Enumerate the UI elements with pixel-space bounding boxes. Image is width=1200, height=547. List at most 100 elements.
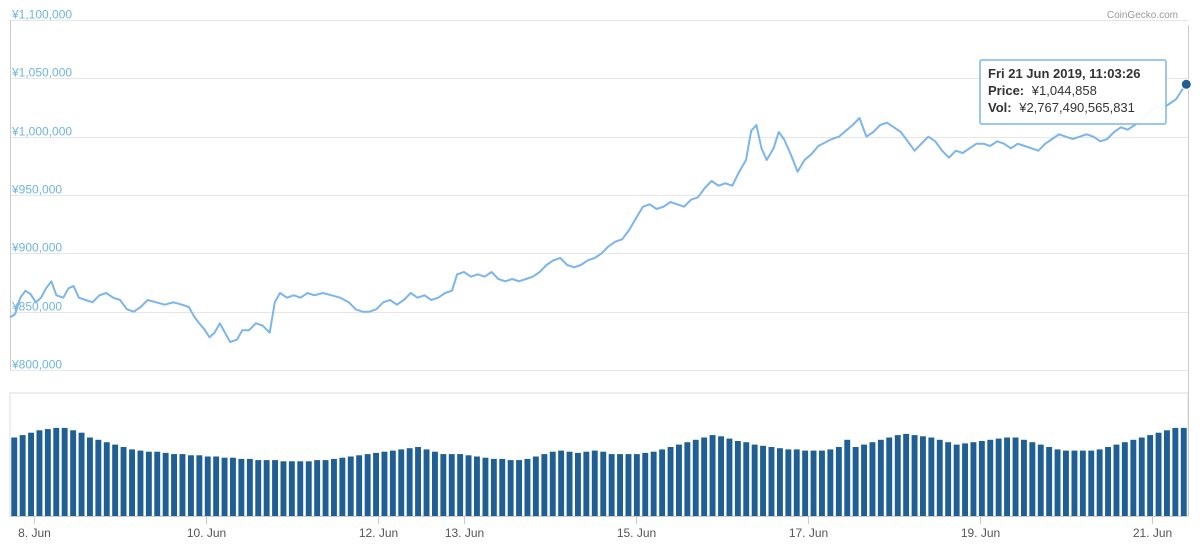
volume-bar[interactable] <box>120 447 127 516</box>
volume-bar[interactable] <box>129 449 135 516</box>
volume-bar[interactable] <box>28 432 34 516</box>
volume-bar[interactable] <box>347 456 354 517</box>
volume-bar[interactable] <box>978 441 985 516</box>
volume-bar[interactable] <box>1012 437 1019 517</box>
volume-bar[interactable] <box>507 460 514 516</box>
volume-bar[interactable] <box>726 438 733 516</box>
volume-bar[interactable] <box>490 458 497 516</box>
volume-bar[interactable] <box>760 445 766 516</box>
volume-bar[interactable] <box>356 455 363 516</box>
volume-bar[interactable] <box>751 444 758 516</box>
volume-bar[interactable] <box>280 461 287 516</box>
volume-bar[interactable] <box>810 450 817 517</box>
volume-bar[interactable] <box>903 433 910 516</box>
volume-bar[interactable] <box>145 451 152 516</box>
volume-bar[interactable] <box>188 455 194 516</box>
volume-bar[interactable] <box>676 444 682 516</box>
volume-bar[interactable] <box>474 456 480 517</box>
volume-bar[interactable] <box>777 448 783 516</box>
volume-bar[interactable] <box>1029 442 1036 516</box>
volume-bar[interactable] <box>970 442 977 516</box>
volume-bar[interactable] <box>1113 444 1120 516</box>
volume-bar[interactable] <box>339 457 346 516</box>
volume-bar[interactable] <box>373 452 379 516</box>
volume-bar[interactable] <box>499 458 506 516</box>
volume-bar[interactable] <box>827 449 834 516</box>
volume-bar[interactable] <box>608 454 615 516</box>
volume-bar[interactable] <box>196 455 203 516</box>
volume-bar[interactable] <box>558 450 565 517</box>
volume-bar[interactable] <box>162 452 169 516</box>
volume-bar[interactable] <box>894 435 901 516</box>
volume-bar[interactable] <box>423 449 430 516</box>
volume-bar[interactable] <box>945 442 952 516</box>
volume-bar[interactable] <box>962 443 968 516</box>
volume-bar[interactable] <box>154 451 161 516</box>
volume-bar[interactable] <box>204 456 211 517</box>
volume-bar[interactable] <box>844 439 851 516</box>
volume-bar[interactable] <box>1037 444 1044 516</box>
volume-bar[interactable] <box>575 452 581 516</box>
volume-bar[interactable] <box>566 451 573 516</box>
volume-bar[interactable] <box>802 450 809 517</box>
volume-bar[interactable] <box>852 447 859 516</box>
volume-bar[interactable] <box>650 451 657 516</box>
volume-bar[interactable] <box>53 427 60 516</box>
volume-bar[interactable] <box>785 449 792 516</box>
volume-bar[interactable] <box>314 460 321 516</box>
volume-bar[interactable] <box>19 435 26 516</box>
volume-bar[interactable] <box>44 429 51 516</box>
volume-bar[interactable] <box>95 439 102 516</box>
volume-bar[interactable] <box>179 454 186 516</box>
volume-bar[interactable] <box>877 439 884 516</box>
volume-bar[interactable] <box>524 458 531 516</box>
volume-bar[interactable] <box>1004 437 1010 517</box>
volume-bar[interactable] <box>305 461 312 516</box>
volume-bar[interactable] <box>381 451 388 516</box>
volume-bar[interactable] <box>819 450 825 517</box>
volume-bar[interactable] <box>768 447 775 516</box>
volume-bar[interactable] <box>432 451 438 516</box>
volume-bar[interactable] <box>953 444 960 516</box>
volume-bar[interactable] <box>457 454 464 516</box>
volume-bar[interactable] <box>633 454 640 516</box>
volume-bar[interactable] <box>389 450 396 517</box>
volume-bar[interactable] <box>734 441 741 516</box>
volume-bar[interactable] <box>667 447 674 516</box>
volume-bar[interactable] <box>995 438 1002 516</box>
volume-bar[interactable] <box>415 447 421 516</box>
volume-bar[interactable] <box>465 455 472 516</box>
volume-bar[interactable] <box>709 435 716 516</box>
volume-bar[interactable] <box>532 456 539 517</box>
volume-bar[interactable] <box>928 437 935 517</box>
volume-bar[interactable] <box>617 454 623 516</box>
volume-bar[interactable] <box>987 439 994 516</box>
volume-bar[interactable] <box>541 454 548 516</box>
volume-bar[interactable] <box>516 460 522 516</box>
volume-bar[interactable] <box>920 436 926 516</box>
volume-bar[interactable] <box>1088 450 1095 517</box>
volume-bar[interactable] <box>1147 435 1154 516</box>
volume-bar[interactable] <box>701 437 708 517</box>
volume-bar[interactable] <box>600 451 607 516</box>
volume-bar[interactable] <box>322 460 329 516</box>
volume-bar[interactable] <box>440 454 447 516</box>
volume-bar[interactable] <box>288 461 295 516</box>
volume-bar[interactable] <box>230 457 236 516</box>
volume-bar[interactable] <box>886 437 893 517</box>
volume-bar[interactable] <box>263 460 270 516</box>
volume-bar[interactable] <box>718 436 724 516</box>
volume-bar[interactable] <box>642 452 649 516</box>
volume-bar[interactable] <box>1164 430 1170 516</box>
volume-bar[interactable] <box>911 435 918 516</box>
volume-bar[interactable] <box>171 454 177 516</box>
volume-bar[interactable] <box>213 456 220 517</box>
volume-bar[interactable] <box>406 448 413 516</box>
volume-bar[interactable] <box>793 449 800 516</box>
volume-bar[interactable] <box>221 457 228 516</box>
volume-bar[interactable] <box>1054 449 1061 516</box>
volume-bar[interactable] <box>1180 427 1187 516</box>
volume-bar[interactable] <box>1138 437 1145 517</box>
volume-bar[interactable] <box>549 451 556 516</box>
volume-bar[interactable] <box>112 444 119 516</box>
